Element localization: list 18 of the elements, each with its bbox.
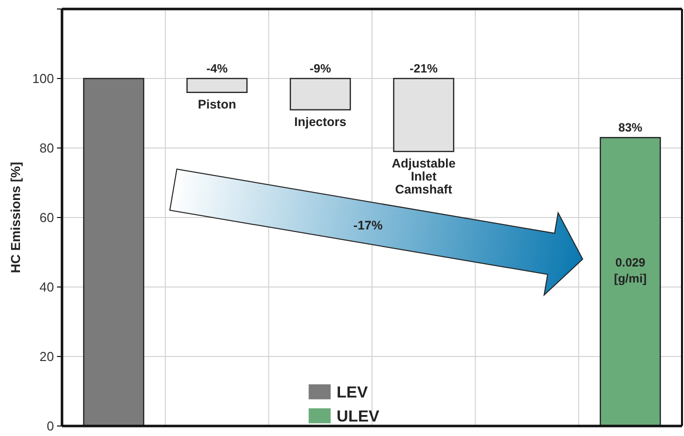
x-tick-label: Adjustable Inlet Camshaft [392,156,456,196]
data-label: -9% [310,62,332,76]
annotation: 0.029 [g/mi] [614,255,647,286]
y-tick-label: 100 [32,71,54,86]
legend-label: ULEV [336,408,380,426]
x-tick-label: Injectors [294,114,346,129]
annotation: -17% [353,218,383,232]
y-tick-label: 80 [40,140,54,156]
legend-label: LEV [336,384,368,402]
data-label: -4% [206,62,228,76]
y-tick-label: 40 [40,280,54,294]
y-axis-title: HC Emissions [%] [8,162,23,274]
data-label: -21% [410,62,438,76]
y-tick-label: 0 [46,418,54,434]
y-tick-label: 60 [40,210,54,225]
data-label: 83% [618,120,643,135]
x-tick-label: Piston [198,97,236,112]
y-tick-label: 20 [40,349,54,364]
